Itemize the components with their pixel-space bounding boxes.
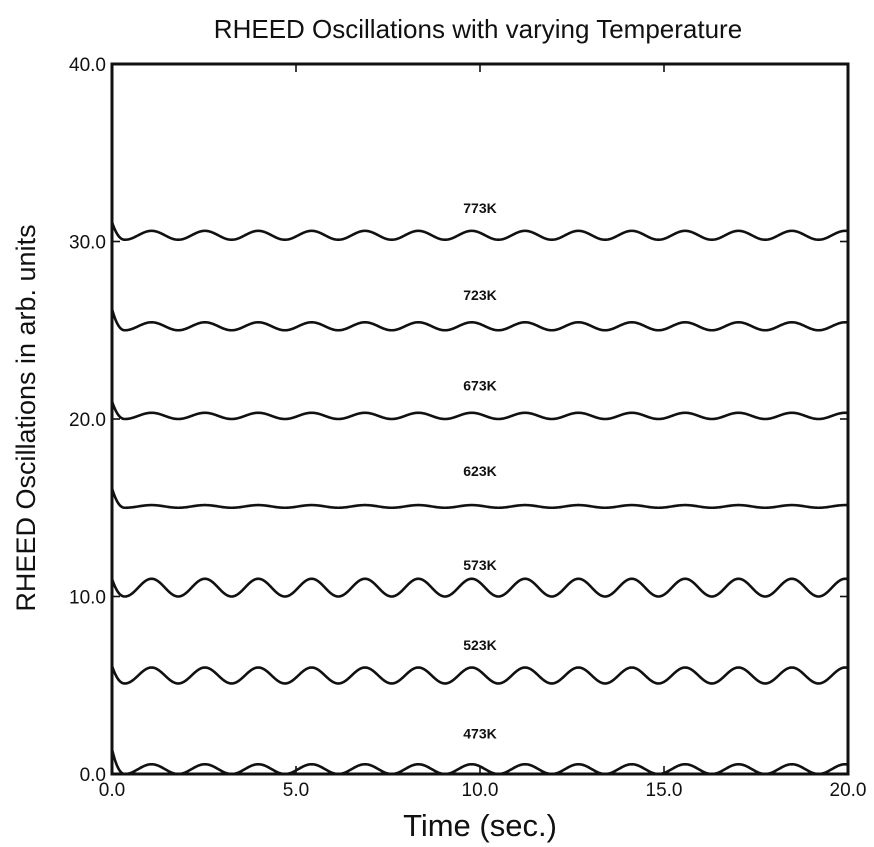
series-line-573K xyxy=(110,577,849,598)
chart-title: RHEED Oscillations with varying Temperat… xyxy=(214,14,742,44)
series-label-673K: 673K xyxy=(463,378,496,394)
series-label-523K: 523K xyxy=(463,637,496,653)
x-tick-label: 20.0 xyxy=(830,780,867,801)
y-axis-label: RHEED Oscillations in arb. units xyxy=(11,224,41,611)
y-tick-label: 0.0 xyxy=(80,765,106,786)
axis-tick-labels: 0.0 5.0 10.0 15.0 20.0 0.0 10.0 20.0 30.0 40.0 xyxy=(69,55,866,801)
series-label-473K: 473K xyxy=(463,726,496,742)
series-line-723K xyxy=(110,308,849,332)
y-tick-label: 40.0 xyxy=(69,55,106,76)
x-tick-label: 5.0 xyxy=(283,780,309,801)
x-tick-label: 15.0 xyxy=(646,780,683,801)
series-labels: 473K 523K 573K 623K 673K 723K 773K xyxy=(463,200,496,741)
y-tick-label: 30.0 xyxy=(69,233,106,254)
series-line-623K xyxy=(110,487,849,510)
series-line-673K xyxy=(110,400,849,421)
series-label-723K: 723K xyxy=(463,287,496,303)
y-tick-label: 20.0 xyxy=(69,410,106,431)
series-line-523K xyxy=(110,665,849,685)
series-group xyxy=(110,221,849,776)
axis-ticks xyxy=(111,63,849,775)
series-line-773K xyxy=(110,221,849,242)
series-label-573K: 573K xyxy=(463,557,496,573)
y-tick-label: 10.0 xyxy=(69,588,106,609)
x-tick-label: 0.0 xyxy=(99,780,125,801)
series-label-773K: 773K xyxy=(463,200,496,216)
x-tick-label: 10.0 xyxy=(462,780,499,801)
x-axis-label: Time (sec.) xyxy=(403,808,557,843)
series-label-623K: 623K xyxy=(463,463,496,479)
series-line-473K xyxy=(110,748,849,776)
